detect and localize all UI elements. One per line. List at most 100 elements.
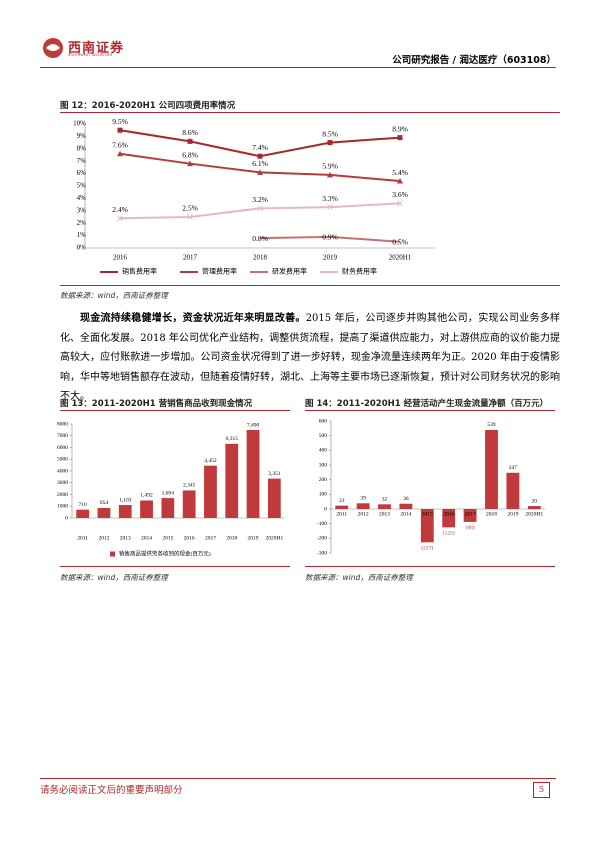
y-tick-label: 7% (77, 157, 87, 165)
series-line (119, 202, 401, 220)
data-label: (88) (466, 524, 475, 531)
report-title: 公司研究报告 / 润达医疗（603108） (392, 55, 556, 66)
data-label: 8.6% (182, 128, 198, 137)
marker (117, 127, 123, 133)
x-tick-label: 2016 (113, 254, 128, 262)
y-tick-label: 6000 (57, 445, 68, 451)
x-tick-label: 2011 (77, 535, 88, 541)
data-label: 3,351 (268, 471, 281, 477)
data-label: 6,315 (226, 436, 239, 442)
marker (397, 178, 403, 184)
page-number: 5 (533, 782, 550, 798)
lead: 现金流持续稳健增长，资金状况近年来明显改善。 (80, 313, 306, 324)
bar (204, 465, 217, 518)
y-tick-label: -100 (317, 521, 327, 527)
data-label: 4,452 (204, 458, 217, 464)
footer-rule (40, 778, 556, 779)
y-tick-label: 1000 (57, 504, 68, 510)
x-tick-label: 2020H1 (389, 254, 412, 262)
logo-en: SOUTHWEST SECURITIES (68, 53, 112, 57)
data-label: 36 (403, 496, 409, 502)
y-tick-label: 0 (324, 506, 327, 512)
marker (327, 171, 333, 178)
x-tick-label: 2011 (336, 511, 347, 517)
data-label: 3.2% (252, 195, 268, 204)
y-tick-label: 8000 (57, 421, 68, 427)
header-rule (40, 67, 556, 68)
marker (397, 200, 403, 207)
y-tick-label: 3000 (57, 480, 68, 486)
bar (485, 429, 498, 509)
data-label: 5.9% (322, 162, 338, 171)
data-label: 2.4% (112, 205, 128, 214)
y-tick-label: 200 (319, 477, 328, 483)
bar (442, 509, 456, 528)
data-label: 2.5% (182, 204, 198, 213)
bar (225, 443, 239, 518)
bar (140, 500, 153, 518)
figure-rule (60, 410, 290, 411)
figure-rule (305, 566, 555, 567)
marker (117, 215, 123, 222)
legend-label: 财务费用率 (342, 267, 377, 276)
y-tick-label: 500 (319, 433, 328, 439)
bar (161, 498, 175, 518)
figure-rule (60, 566, 290, 567)
y-tick-label: 5000 (57, 457, 68, 463)
y-tick-label: 3% (77, 206, 87, 214)
x-tick-label: 2015 (162, 535, 173, 541)
data-label: 539 (487, 422, 496, 428)
legend-label: 管理费用率 (202, 267, 237, 276)
bar (527, 506, 541, 509)
x-tick-label: 2018 (226, 535, 237, 541)
bar (420, 509, 434, 543)
y-tick-label: 4000 (57, 468, 68, 474)
x-tick-label: 2017 (205, 535, 216, 541)
data-label: 854 (100, 500, 109, 506)
y-tick-label: -200 (317, 536, 327, 542)
legend-label: 销售商品提供劳务收到的现金(百万元) (119, 549, 211, 557)
y-tick-label: 300 (319, 462, 328, 468)
data-label: 8.5% (322, 129, 338, 138)
marker (187, 138, 193, 144)
bar (463, 509, 477, 522)
data-label: (227) (421, 545, 433, 552)
y-tick-label: 0% (77, 244, 87, 252)
bar (399, 503, 413, 509)
figure-title: 图 12：2016-2020H1 公司四项费用率情况 (60, 101, 236, 111)
y-tick-label: 100 (319, 492, 328, 498)
marker (397, 135, 403, 141)
marker (257, 153, 263, 159)
data-label: 6.8% (182, 150, 198, 159)
x-tick-label: 2017 (465, 511, 476, 517)
y-tick-label: 400 (319, 448, 328, 454)
y-tick-label: 2000 (57, 492, 68, 498)
data-label: 0.5% (392, 238, 408, 247)
disclaimer: 请务必阅读正文后的重要声明部分 (40, 785, 183, 796)
data-label: 23 (339, 498, 345, 504)
bar (267, 478, 281, 518)
data-label: 247 (509, 465, 518, 471)
y-tick-label: 7000 (57, 433, 68, 439)
bar (335, 505, 349, 509)
x-tick-label: 2012 (358, 511, 369, 517)
source: 数据来源：wind，西南证券整理 (60, 291, 168, 300)
marker (187, 160, 193, 167)
data-label: 7,490 (247, 422, 260, 428)
y-tick-label: 9% (77, 132, 87, 140)
y-tick-label: 2% (77, 219, 87, 227)
chart: -300 -200 -100 0 100 200 300 400 500 600 23 39 32 36 (… (317, 418, 545, 556)
data-label: 3.3% (322, 194, 338, 203)
data-label: 9.5% (112, 117, 128, 126)
x-tick-label: 2019 (248, 535, 259, 541)
logo-text: 西南证券 (68, 41, 125, 56)
x-tick-label: 2015 (422, 511, 433, 517)
y-tick-label: 0 (65, 515, 68, 521)
data-label: 1,103 (119, 497, 132, 503)
y-tick-label: -300 (317, 550, 327, 556)
figure-title: 图 13：2011-2020H1 营销售商品收到现金情况 (60, 399, 253, 409)
data-label: 1,694 (162, 490, 175, 496)
x-tick-label: 2013 (120, 535, 131, 541)
marker (187, 214, 193, 220)
